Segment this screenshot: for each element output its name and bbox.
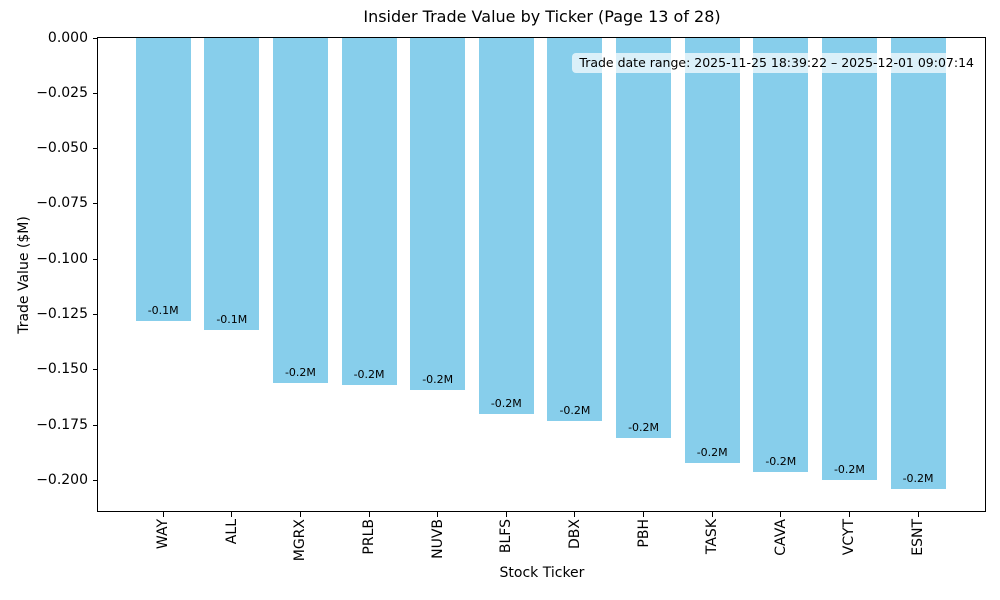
y-tick-label: −0.125: [36, 305, 88, 322]
bar-value-label: -0.2M: [902, 472, 934, 486]
plot-frame: [97, 37, 986, 512]
bar-value-label: -0.1M: [147, 304, 179, 318]
x-tick-mark: [231, 512, 233, 517]
y-tick-label: −0.100: [36, 250, 88, 267]
bar: [410, 38, 466, 390]
y-tick-label: −0.200: [36, 471, 88, 488]
x-tick-mark: [711, 512, 713, 517]
bar: [341, 38, 397, 386]
bar-value-label: -0.2M: [765, 454, 797, 468]
bar: [821, 38, 877, 481]
x-tick-mark: [505, 512, 507, 517]
bar: [135, 38, 191, 322]
bar-value-label: -0.2M: [696, 445, 728, 459]
y-tick-label: −0.150: [36, 361, 88, 378]
bar-value-label: -0.1M: [216, 312, 248, 326]
x-tick-label: VCYT: [841, 519, 858, 556]
x-tick-label: PRLB: [361, 519, 378, 555]
x-tick-label: ESNT: [910, 519, 927, 556]
x-tick-mark: [437, 512, 439, 517]
bar: [753, 38, 809, 472]
y-tick-mark: [93, 203, 98, 205]
x-tick-mark: [643, 512, 645, 517]
y-tick-label: −0.075: [36, 195, 88, 212]
y-tick-label: −0.175: [36, 416, 88, 433]
x-tick-label: CAVA: [772, 519, 789, 556]
y-tick-mark: [93, 424, 98, 426]
x-tick-mark: [162, 512, 164, 517]
x-tick-mark: [780, 512, 782, 517]
y-tick-mark: [93, 92, 98, 94]
bar-value-label: -0.2M: [353, 368, 385, 382]
bar: [890, 38, 946, 490]
bar-value-label: -0.2M: [284, 366, 316, 380]
bar: [272, 38, 328, 384]
x-tick-mark: [299, 512, 301, 517]
bar: [547, 38, 603, 421]
y-tick-mark: [93, 37, 98, 39]
bar-value-label: -0.2M: [833, 463, 865, 477]
bar: [616, 38, 671, 439]
y-tick-label: 0.000: [47, 29, 88, 46]
x-tick-mark: [574, 512, 576, 517]
y-tick-mark: [93, 258, 98, 260]
bar: [478, 38, 534, 414]
x-tick-label: WAY: [155, 519, 172, 550]
x-tick-label: TASK: [704, 519, 721, 555]
bar: [684, 38, 740, 463]
x-tick-mark: [848, 512, 850, 517]
y-tick-mark: [93, 148, 98, 150]
y-tick-label: −0.025: [36, 84, 88, 101]
bar-value-label: -0.2M: [422, 372, 454, 386]
x-axis-label: Stock Ticker: [499, 565, 585, 581]
x-tick-label: BLFS: [498, 519, 515, 554]
plot-area: -0.1M -0.1M -0.2M -0.2M -0.2M -0.2M -0.2M -0.2M…: [98, 38, 986, 512]
trade-date-annotation: Trade date range: 2025-11-25 18:39:22 – …: [572, 53, 981, 73]
x-tick-label: PBH: [635, 519, 652, 548]
y-tick-mark: [93, 369, 98, 371]
x-tick-label: ALL: [223, 519, 240, 545]
y-tick-mark: [93, 479, 98, 481]
bar: [204, 38, 260, 330]
chart-title: Insider Trade Value by Ticker (Page 13 o…: [363, 7, 721, 26]
x-tick-label: DBX: [566, 519, 583, 549]
y-tick-label: −0.050: [36, 140, 88, 157]
x-tick-mark: [917, 512, 919, 517]
x-tick-mark: [368, 512, 370, 517]
y-tick-mark: [93, 313, 98, 315]
bar-value-label: -0.2M: [490, 397, 522, 410]
bar-value-label: -0.2M: [628, 421, 660, 435]
x-tick-label: NUVB: [429, 519, 446, 559]
x-tick-label: MGRX: [292, 519, 309, 562]
bar-value-label: -0.2M: [559, 403, 591, 417]
